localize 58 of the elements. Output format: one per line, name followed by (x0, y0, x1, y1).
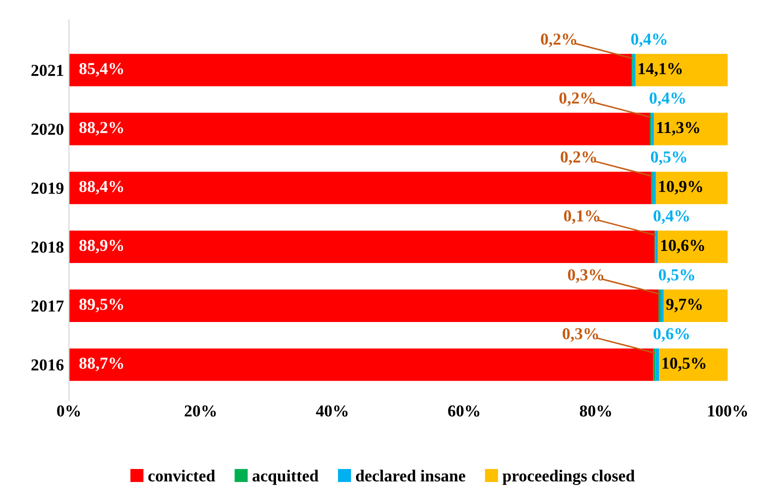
bar (68, 348, 654, 381)
bar (651, 112, 654, 146)
bar (68, 54, 632, 86)
data-label: 85,4% (79, 63, 124, 77)
bar (68, 290, 659, 322)
legend-label: declared insane (356, 470, 466, 482)
data-label: 0,3% (568, 269, 604, 283)
data-label: 0,3% (562, 328, 598, 342)
data-label: 14,1% (638, 63, 682, 77)
data-label: 0,4% (631, 34, 666, 48)
data-label: 0,5% (658, 269, 694, 283)
data-label: 88,7% (79, 358, 124, 372)
y-tick-label: 2021 (31, 64, 64, 76)
data-label: 0,4% (650, 92, 685, 106)
data-label: 0,4% (654, 210, 689, 224)
data-label: 0,2% (559, 92, 595, 106)
data-label: 88,9% (79, 240, 124, 254)
bar (659, 348, 728, 381)
bar (632, 54, 636, 86)
bar (654, 112, 728, 146)
data-label: 10,6% (661, 240, 704, 254)
x-tick-label: 20% (184, 405, 216, 417)
bar (664, 290, 728, 322)
data-label: 10,9% (659, 180, 702, 194)
y-tick-label: 2016 (31, 359, 64, 371)
legend-label: convicted (148, 470, 216, 482)
bar (655, 230, 658, 264)
x-tick-label: 100% (708, 405, 747, 417)
y-tick-label: 2017 (31, 300, 64, 312)
data-label: 0,1% (564, 210, 600, 224)
data-label: 89,5% (79, 298, 124, 312)
bar (655, 348, 660, 381)
x-tick-label: 0% (57, 405, 80, 417)
y-tick-label: 2020 (31, 124, 64, 135)
data-label: 88,2% (79, 122, 124, 136)
legend-label: acquitted (252, 470, 318, 485)
y-tick-label: 2019 (31, 182, 64, 194)
data-label: 0,2% (560, 151, 596, 166)
data-label: 9,7% (666, 298, 702, 312)
legend-label: proceedings closed (502, 470, 635, 485)
y-tick-label: 2018 (31, 242, 64, 253)
x-tick-label: 60% (448, 405, 480, 417)
data-label: 0,2% (540, 34, 576, 48)
data-label: 0,5% (650, 151, 686, 166)
bar (656, 172, 728, 204)
bar (68, 112, 650, 146)
bar (68, 230, 655, 264)
data-label: 0,6% (654, 328, 689, 342)
bar (68, 172, 652, 204)
data-label: 88,4% (79, 180, 124, 194)
x-tick-label: 40% (316, 405, 348, 417)
bar (658, 230, 728, 264)
bar (660, 290, 664, 322)
data-label: 10,5% (662, 358, 706, 372)
bar (652, 172, 656, 204)
x-tick-label: 80% (580, 405, 612, 417)
bar (635, 54, 728, 86)
data-label: 11,3% (657, 122, 700, 136)
